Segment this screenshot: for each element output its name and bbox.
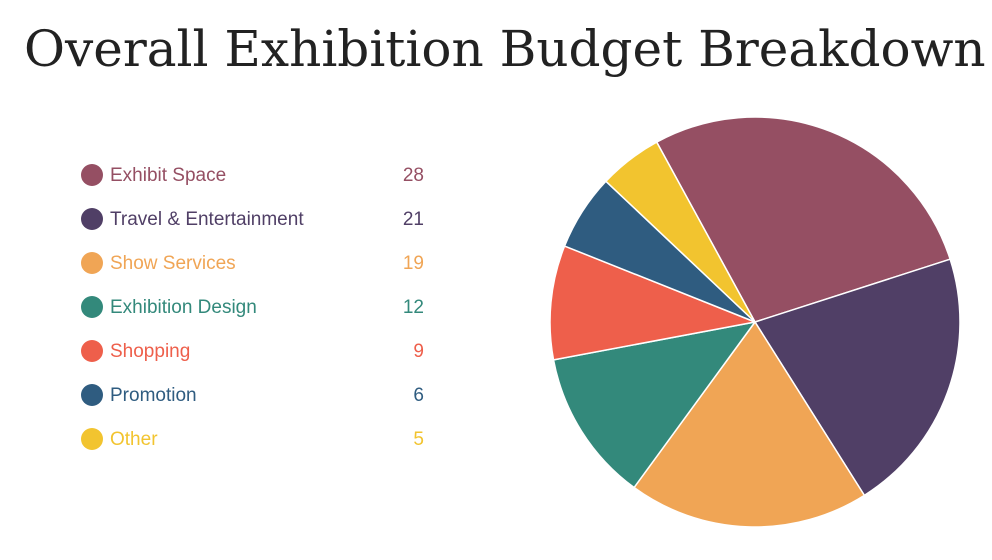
legend-value: 21 bbox=[402, 209, 424, 230]
legend-swatch bbox=[81, 164, 103, 186]
legend-value: 5 bbox=[413, 429, 424, 450]
legend-value: 6 bbox=[413, 385, 424, 406]
legend-label: Shopping bbox=[110, 341, 191, 362]
legend-value: 28 bbox=[402, 165, 424, 186]
legend-item-show-services: Show Services 19 bbox=[80, 247, 426, 291]
legend-swatch bbox=[81, 296, 103, 318]
legend-label: Promotion bbox=[110, 385, 197, 406]
pie-slice-travel-entertainment bbox=[754, 258, 961, 497]
legend-label: Show Services bbox=[110, 253, 236, 274]
legend-value: 19 bbox=[402, 253, 424, 274]
pie-slice-show-services bbox=[633, 321, 866, 528]
legend-item-travel-entertainment: Travel & Entertainment 21 bbox=[80, 203, 426, 247]
legend-swatch bbox=[81, 252, 103, 274]
legend-label: Exhibition Design bbox=[110, 297, 257, 318]
legend-swatch bbox=[81, 208, 103, 230]
legend-item-exhibit-space: Exhibit Space 28 bbox=[80, 159, 426, 203]
legend-item-exhibition-design: Exhibition Design 12 bbox=[80, 291, 426, 335]
legend-item-promotion: Promotion 6 bbox=[80, 379, 426, 423]
pie-slice-exhibit-space bbox=[655, 116, 951, 323]
chart-title: Overall Exhibition Budget Breakdown bbox=[24, 20, 986, 78]
legend-swatch bbox=[81, 384, 103, 406]
legend-label: Exhibit Space bbox=[110, 165, 227, 186]
legend-item-shopping: Shopping 9 bbox=[80, 335, 426, 379]
legend-value: 9 bbox=[413, 341, 424, 362]
pie-slice-shopping bbox=[549, 245, 756, 361]
legend-label: Other bbox=[110, 429, 158, 450]
legend-item-other: Other 5 bbox=[80, 423, 426, 467]
pie-slice-other bbox=[605, 141, 756, 323]
legend-swatch bbox=[81, 428, 103, 450]
legend: Exhibit Space 28 Travel & Entertainment … bbox=[80, 159, 426, 467]
pie-slice-exhibition-design bbox=[552, 321, 756, 489]
pie-chart bbox=[549, 116, 961, 528]
legend-label: Travel & Entertainment bbox=[110, 209, 304, 230]
legend-value: 12 bbox=[402, 297, 424, 318]
legend-swatch bbox=[81, 340, 103, 362]
